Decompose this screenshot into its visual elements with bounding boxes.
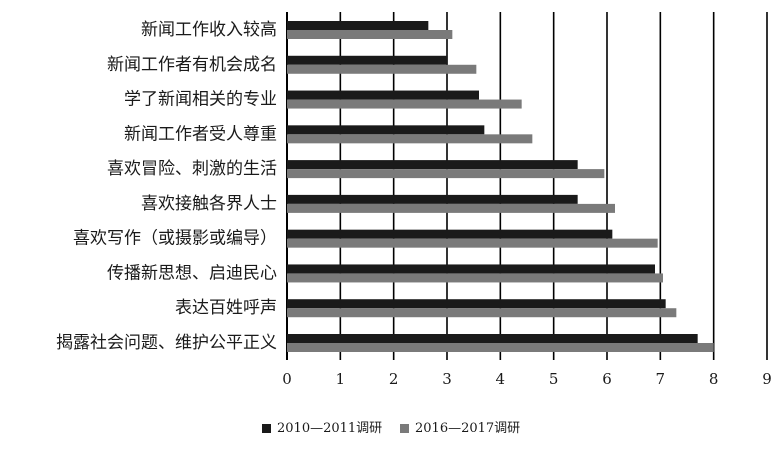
category-label: 喜欢接触各界人士 xyxy=(141,194,277,214)
bar-series-2 xyxy=(287,203,615,213)
bar-series-2 xyxy=(287,343,714,352)
legend-label: 2016—2017调研 xyxy=(415,421,520,436)
x-tick-labels: 0 1 2 3 4 5 6 7 8 9 xyxy=(282,370,772,388)
bar-series-2 xyxy=(287,169,605,179)
x-tick-label: 0 xyxy=(282,370,292,388)
bar-series-1 xyxy=(287,194,578,204)
legend-swatch xyxy=(400,424,409,433)
category-label: 新闻工作者有机会成名 xyxy=(107,55,277,75)
bar-series-1 xyxy=(287,90,479,100)
category-label: 喜欢写作（或摄影或编导） xyxy=(73,229,277,249)
category-label: 传播新思想、启迪民心 xyxy=(107,263,277,283)
bar-series-2 xyxy=(287,308,677,318)
legend: 2010—2011调研 2016—2017调研 xyxy=(262,421,520,436)
x-tick-label: 7 xyxy=(656,370,666,388)
x-tick-label: 2 xyxy=(389,370,399,388)
bar-series-2 xyxy=(287,30,453,39)
x-tick-label: 6 xyxy=(602,370,612,388)
category-label: 学了新闻相关的专业 xyxy=(124,90,277,110)
bar-series-1 xyxy=(287,55,447,65)
bar-series-1 xyxy=(287,264,655,274)
x-tick-label: 1 xyxy=(336,370,346,388)
bar-series-1 xyxy=(287,160,578,170)
x-tick-label: 4 xyxy=(496,370,506,388)
bar-series-2 xyxy=(287,273,663,283)
bar-series-1 xyxy=(287,21,429,30)
bar-series-2 xyxy=(287,99,522,109)
category-label: 表达百姓呼声 xyxy=(175,298,277,318)
bar-series-1 xyxy=(287,125,485,135)
legend-swatch xyxy=(262,424,271,433)
category-labels: 新闻工作收入较高新闻工作者有机会成名学了新闻相关的专业新闻工作者受人尊重喜欢冒险… xyxy=(56,20,277,353)
x-tick-label: 8 xyxy=(709,370,719,388)
x-tick-label: 9 xyxy=(762,370,772,388)
bar-series-1 xyxy=(287,229,613,239)
bar-series-1 xyxy=(287,334,698,343)
legend-label: 2010—2011调研 xyxy=(277,421,382,436)
bars xyxy=(287,21,714,352)
x-tick-label: 3 xyxy=(442,370,452,388)
bar-series-2 xyxy=(287,134,533,144)
category-label: 新闻工作者受人尊重 xyxy=(124,124,277,144)
bar-series-2 xyxy=(287,238,658,248)
bar-series-1 xyxy=(287,299,666,309)
x-tick-label: 5 xyxy=(549,370,559,388)
category-label: 新闻工作收入较高 xyxy=(141,20,277,40)
category-label: 喜欢冒险、刺激的生活 xyxy=(107,159,277,179)
category-label: 揭露社会问题、维护公平正义 xyxy=(56,333,277,353)
bar-series-2 xyxy=(287,64,477,74)
